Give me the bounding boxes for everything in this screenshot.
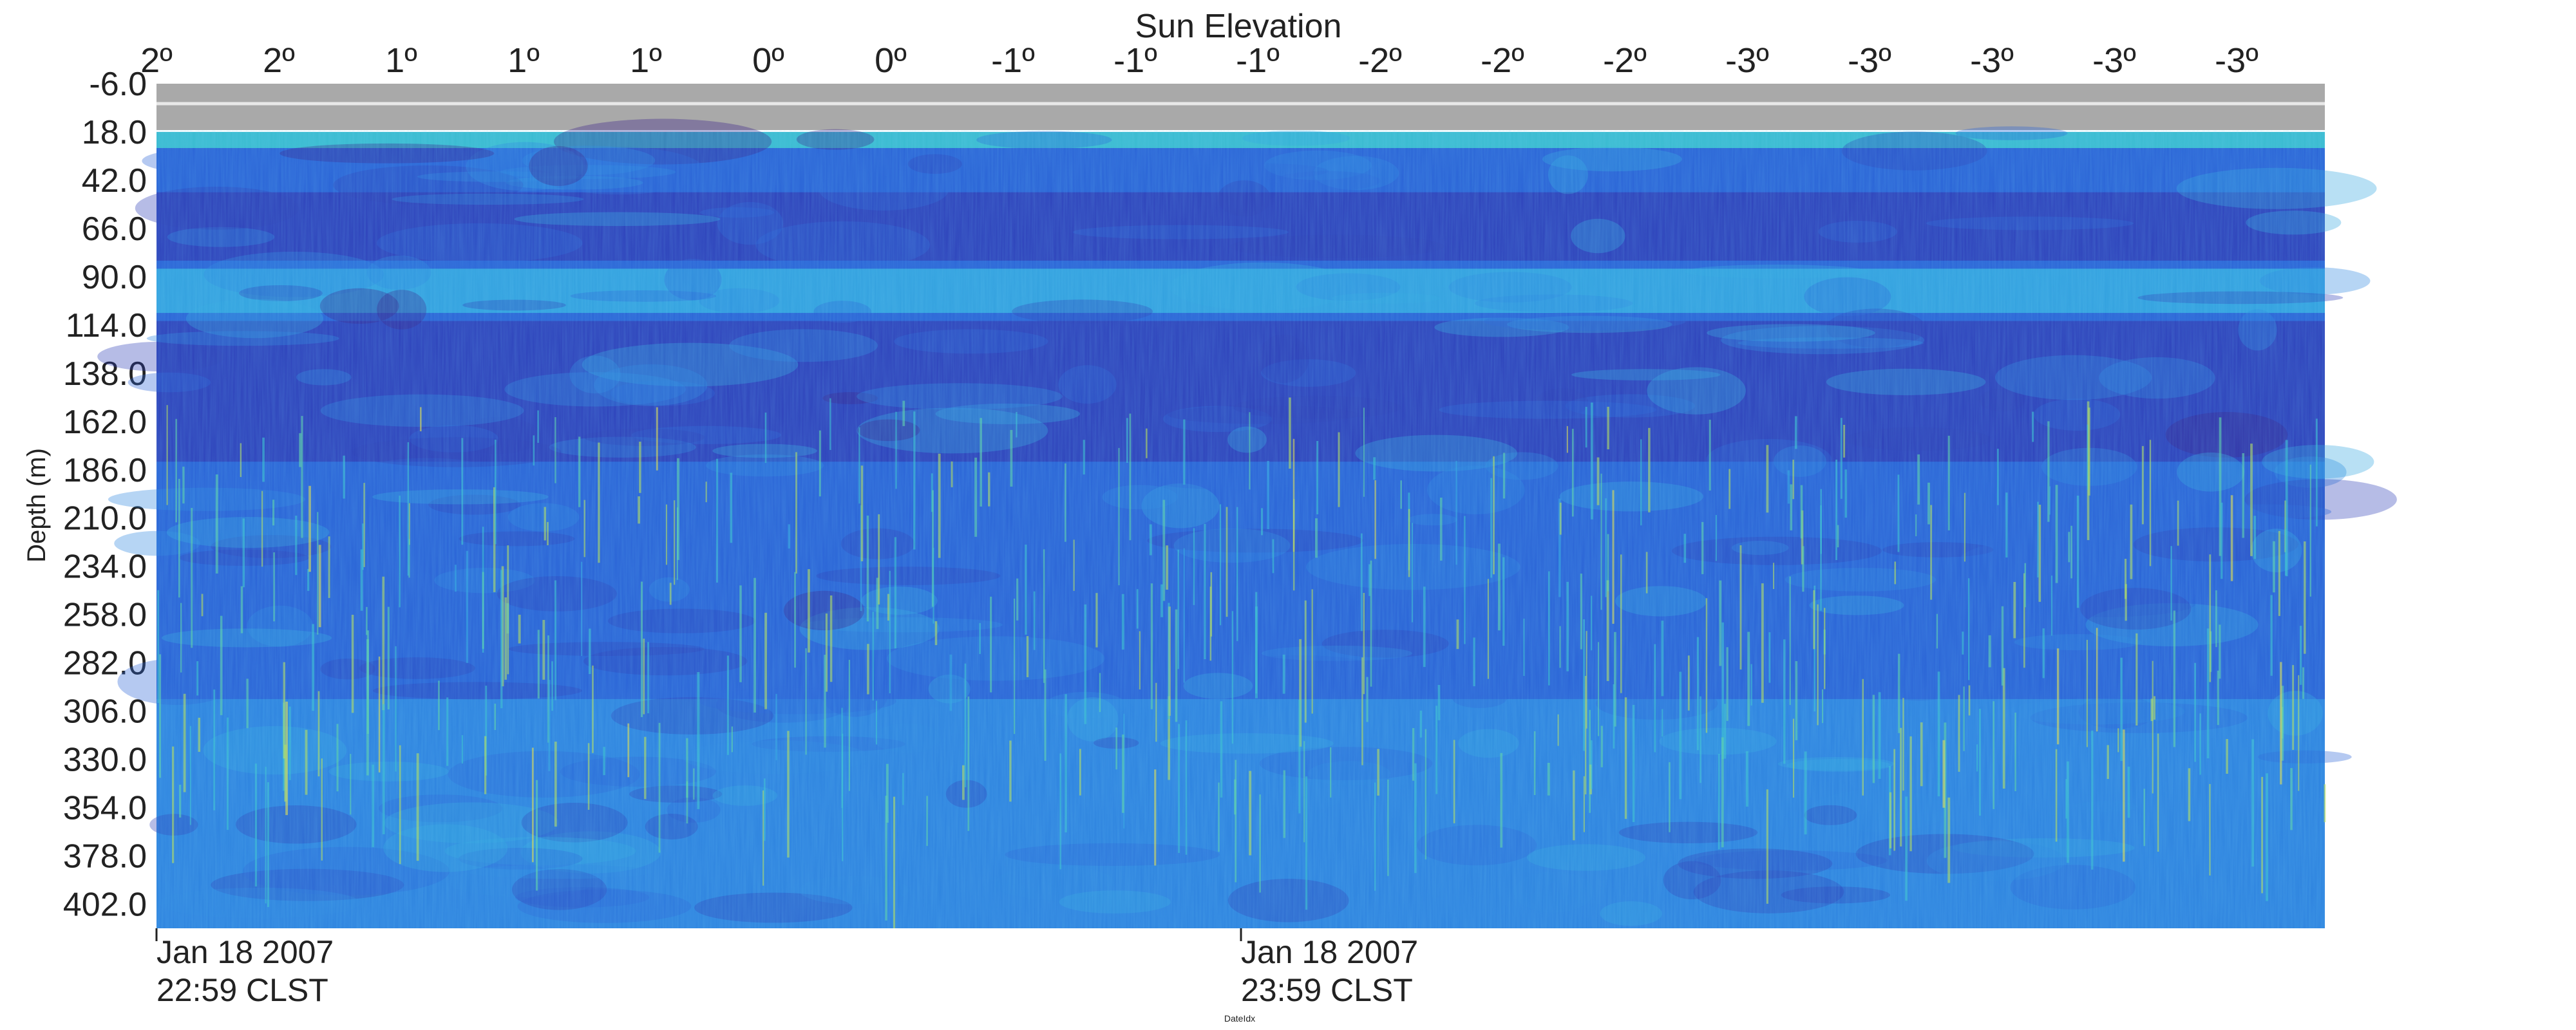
depth-tick: 18.0 <box>82 114 147 151</box>
time-label-2-time: 23:59 CLST <box>1241 972 1413 1008</box>
depth-tick: 402.0 <box>63 886 147 924</box>
depth-tick: -6.0 <box>89 66 147 103</box>
time-label-1-time: 22:59 CLST <box>156 972 328 1008</box>
depth-axis-label: Depth (m) <box>23 448 51 563</box>
no-data-band <box>156 84 2325 130</box>
depth-tick: 282.0 <box>63 645 147 682</box>
sun-elevation-tick: -3º <box>2215 41 2259 80</box>
depth-tick: 258.0 <box>63 597 147 634</box>
sun-elevation-ticks: 2º 2º 1º 1º 1º 0º 0º -1º -1º -1º -2º -2º -2º -3º -3º -3… <box>140 41 2259 80</box>
depth-tick: 378.0 <box>63 838 147 876</box>
sun-elevation-tick: -3º <box>2092 41 2136 80</box>
sun-elevation-tick: -1º <box>1113 41 1157 80</box>
depth-tick: 90.0 <box>82 259 147 296</box>
sun-elevation-tick: 1º <box>385 41 417 80</box>
time-label-1-date: Jan 18 2007 <box>156 934 334 970</box>
depth-tick: 42.0 <box>82 162 147 200</box>
sun-elevation-tick: -3º <box>1725 41 1769 80</box>
sun-elevation-tick: -2º <box>1358 41 1402 80</box>
depth-tick: 234.0 <box>63 548 147 586</box>
sun-elevation-title: Sun Elevation <box>1135 8 1342 45</box>
depth-tick: 186.0 <box>63 452 147 489</box>
depth-tick: 114.0 <box>66 307 147 344</box>
sun-elevation-tick: 1º <box>507 41 540 80</box>
sun-elevation-tick: -1º <box>1236 41 1280 80</box>
depth-tick: 162.0 <box>63 404 147 441</box>
depth-tick: 354.0 <box>63 790 147 827</box>
depth-tick: 66.0 <box>82 211 147 248</box>
sun-elevation-tick: -2º <box>1603 41 1647 80</box>
sun-elevation-tick: -3º <box>1848 41 1891 80</box>
sun-elevation-tick: 2º <box>263 41 295 80</box>
x-axis-label: DateIdx <box>1224 1013 1255 1024</box>
time-axis: Jan 18 2007 22:59 CLST Jan 18 2007 23:59… <box>155 928 1418 1024</box>
plot-area <box>97 84 2397 928</box>
sun-elevation-tick: 2º <box>140 41 173 80</box>
depth-tick: 306.0 <box>63 693 147 731</box>
depth-tick: 330.0 <box>63 742 147 779</box>
sun-elevation-tick: -2º <box>1481 41 1524 80</box>
sun-elevation-tick: 0º <box>752 41 784 80</box>
sun-elevation-tick: 1º <box>630 41 662 80</box>
time-label-2-date: Jan 18 2007 <box>1241 934 1418 970</box>
sun-elevation-tick: -3º <box>1970 41 2014 80</box>
depth-tick: 210.0 <box>63 500 147 538</box>
depth-tick: 138.0 <box>63 355 147 393</box>
texture-overlay <box>156 130 2325 928</box>
depth-axis: -6.0 18.0 42.0 66.0 90.0 114.0 138.0 162.0 186.0… <box>63 66 147 924</box>
sun-elevation-tick: 0º <box>875 41 907 80</box>
sun-elevation-tick: -1º <box>991 41 1035 80</box>
